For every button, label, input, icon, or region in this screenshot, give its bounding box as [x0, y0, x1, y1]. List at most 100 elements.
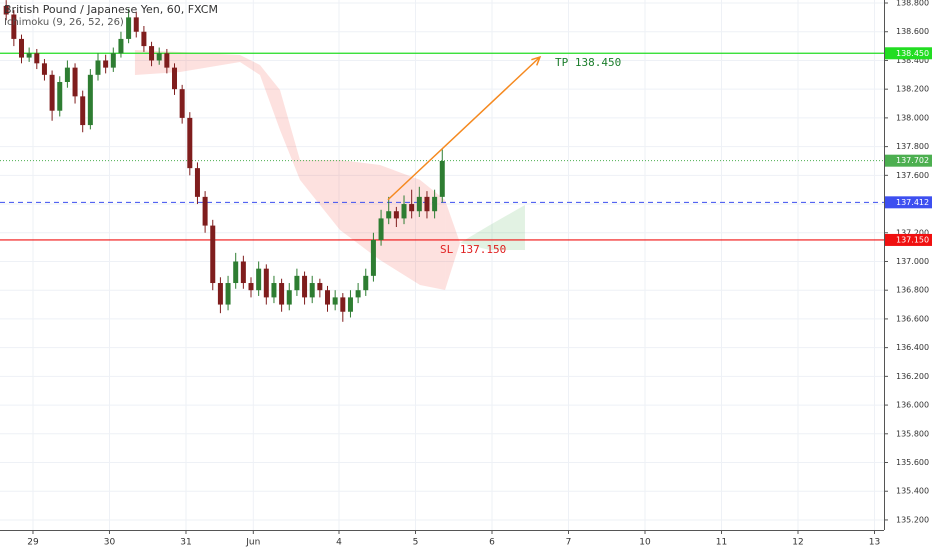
x-tick-label: 29	[27, 538, 39, 548]
candle-body	[133, 17, 139, 32]
y-tick-label: 135.400	[896, 487, 929, 496]
candle-body	[279, 283, 285, 305]
cloud-segment	[445, 200, 461, 291]
candle-body	[110, 53, 116, 68]
cloud-segment	[259, 65, 281, 130]
annotation: TP 138.450	[555, 56, 621, 69]
candles	[3, 0, 445, 322]
candle-body	[210, 225, 216, 284]
candle-body	[72, 67, 78, 97]
y-tick-label: 135.600	[896, 458, 929, 467]
candle-body	[340, 297, 346, 312]
ichimoku-cloud	[134, 49, 525, 291]
candle-body	[34, 53, 40, 64]
y-tick-label: 135.800	[896, 429, 929, 438]
candle-body	[172, 67, 178, 90]
candle-body	[416, 196, 422, 212]
candle-body	[309, 283, 315, 298]
candle-body	[386, 211, 392, 219]
candle-body	[332, 297, 338, 305]
arrow-line	[387, 56, 541, 201]
y-tick-label: 136.800	[896, 286, 929, 295]
y-tick-label: 136.000	[896, 401, 929, 410]
x-tick-label: 13	[869, 538, 880, 548]
y-tick-label: 137.000	[896, 257, 929, 266]
cloud-segment	[299, 159, 340, 231]
y-tick-label: 138.800	[896, 0, 929, 8]
candle-body	[240, 261, 246, 284]
y-tick-label: 137.200	[896, 228, 929, 237]
candle-body	[103, 60, 109, 68]
candle-body	[87, 74, 93, 126]
price-label-box	[885, 233, 932, 246]
candle-body	[217, 283, 223, 305]
candle-body	[347, 297, 353, 312]
candle-body	[194, 168, 200, 197]
candle-body	[317, 283, 323, 291]
candle-body	[401, 204, 407, 219]
candle-body	[95, 60, 101, 75]
candle-body	[302, 275, 308, 298]
cloud-segment	[460, 225, 491, 250]
candle-body	[225, 283, 231, 305]
candle-body	[118, 38, 124, 54]
candle-body	[149, 46, 155, 61]
x-tick-label: 4	[336, 538, 342, 548]
candle-body	[248, 283, 254, 291]
candle-body	[233, 261, 239, 284]
x-tick-label: 31	[180, 538, 191, 548]
candle-body	[393, 211, 399, 219]
x-tick-label: 30	[104, 538, 116, 548]
candle-body	[141, 31, 147, 47]
candle-body	[187, 117, 193, 169]
candle-body	[439, 160, 445, 197]
candle-body	[256, 268, 262, 291]
y-tick-label: 138.600	[896, 27, 929, 36]
candle-body	[18, 38, 24, 58]
y-tick-label: 137.600	[896, 171, 929, 180]
overlay: TP 138.450 SL 137.150	[387, 55, 621, 256]
candle-body	[294, 275, 300, 291]
x-tick-label: 5	[413, 538, 419, 548]
x-tick-label: 11	[716, 538, 727, 548]
y-tick-label: 138.400	[896, 56, 929, 65]
candle-body	[156, 53, 162, 61]
candle-body	[363, 275, 369, 291]
cloud-segment	[490, 205, 525, 250]
candle-body	[286, 290, 292, 305]
y-tick-label: 136.600	[896, 314, 929, 323]
candle-body	[64, 67, 70, 82]
candle-body	[355, 290, 361, 298]
y-tick-label: 135.200	[896, 515, 929, 524]
y-tick-label: 138.200	[896, 85, 929, 94]
indicator-label: Ichimoku (9, 26, 52, 26)	[4, 17, 124, 28]
candle-body	[3, 5, 9, 15]
price-label: 137.702	[896, 156, 929, 165]
candle-body	[370, 239, 376, 276]
candle-body	[325, 290, 331, 305]
candle-body	[80, 96, 86, 126]
y-tick-label: 137.800	[896, 142, 929, 151]
annotation: SL 137.150	[440, 243, 506, 256]
candle-body	[179, 89, 185, 118]
candle-body	[126, 17, 132, 39]
candle-body	[271, 283, 277, 298]
price-label: 138.450	[896, 49, 929, 58]
axes: 135.200 135.400 135.600 135.800 136.000 136.2…	[27, 0, 932, 548]
y-tick-label: 136.400	[896, 343, 929, 352]
cloud-segment	[180, 51, 240, 72]
candle-body	[263, 268, 269, 298]
candle-body	[41, 63, 47, 75]
cloud-segment	[280, 90, 300, 180]
arrow-head	[531, 55, 542, 66]
x-tick-label: Jun	[245, 538, 260, 548]
price-label-box	[885, 196, 932, 209]
candle-body	[164, 53, 170, 68]
y-tick-label: 136.200	[896, 372, 929, 381]
cloud-segment	[239, 54, 260, 75]
candle-body	[432, 196, 438, 212]
candle-body	[11, 14, 17, 39]
cloud-segment	[339, 159, 380, 261]
